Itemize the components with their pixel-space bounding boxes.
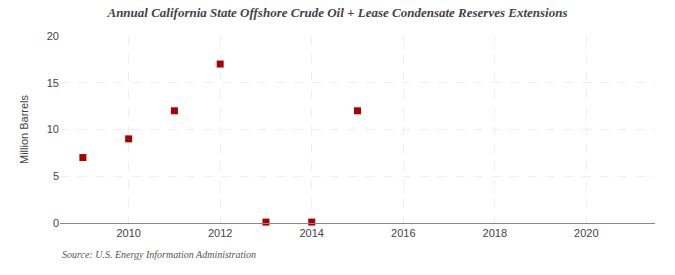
svg-text:2014: 2014	[299, 227, 323, 239]
svg-text:Source: U.S. Energy Informatio: Source: U.S. Energy Information Administ…	[62, 249, 256, 260]
svg-text:15: 15	[47, 77, 59, 89]
svg-text:2010: 2010	[116, 227, 140, 239]
svg-text:2016: 2016	[391, 227, 415, 239]
svg-text:Million Barrels: Million Barrels	[18, 94, 30, 164]
svg-text:5: 5	[53, 170, 59, 182]
svg-text:20: 20	[47, 30, 59, 42]
svg-text:10: 10	[47, 123, 59, 135]
svg-text:0: 0	[53, 217, 59, 229]
svg-text:2018: 2018	[483, 227, 507, 239]
svg-text:2012: 2012	[208, 227, 232, 239]
svg-text:2020: 2020	[574, 227, 598, 239]
svg-text:Annual California State Offsho: Annual California State Offshore Crude O…	[106, 5, 567, 20]
